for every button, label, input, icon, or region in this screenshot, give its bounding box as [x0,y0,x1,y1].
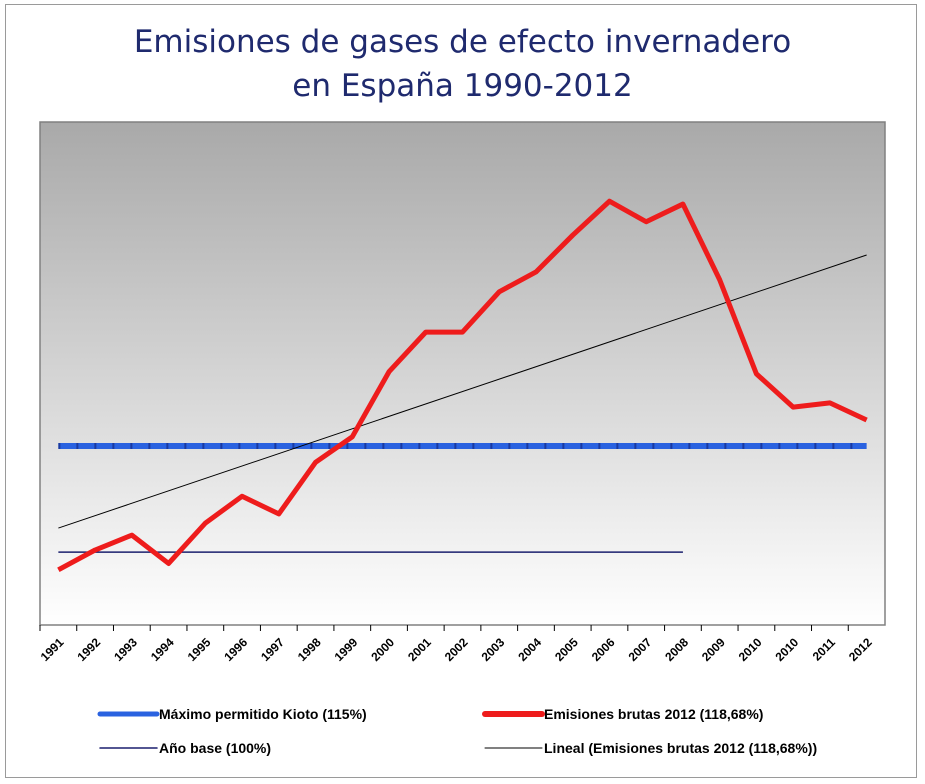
x-tick-label: 2009 [699,635,728,664]
x-tick-label: 2002 [442,635,471,664]
x-tick-label: 1998 [295,635,324,664]
x-tick-label: 1999 [332,635,361,664]
plot-area [39,121,886,626]
x-tick-label: 2001 [405,635,434,664]
x-tick-label: 2000 [368,635,397,664]
x-tick-label: 2003 [479,635,508,664]
legend-label: Emisiones brutas 2012 (118,68%) [544,706,763,722]
x-tick-label: 1993 [111,635,140,664]
legend-label: Año base (100%) [159,740,271,756]
x-tick-label: 1992 [74,635,103,664]
legend-label: Máximo permitido Kioto (115%) [159,706,367,722]
x-tick-label: 2004 [515,635,544,664]
x-tick-label: 2011 [810,635,839,664]
x-tick-label: 1991 [38,635,67,664]
x-tick-label: 2010 [736,635,765,664]
title-line-1: Emisiones de gases de efecto invernadero [133,24,792,60]
x-tick-label: 2012 [846,635,875,664]
x-tick-label: 1994 [148,635,177,664]
chart-title: Emisiones de gases de efecto invernadero… [0,20,925,108]
title-line-2: en España 1990-2012 [292,68,633,104]
x-tick-label: 1997 [258,635,287,664]
x-tick-label: 2006 [589,635,618,664]
x-tick-label: 2008 [662,635,691,664]
x-tick-label: 2007 [626,635,655,664]
x-tick-label: 2010 [772,635,801,664]
x-tick-label: 2005 [552,635,581,664]
legend-label: Lineal (Emisiones brutas 2012 (118,68%)) [544,740,817,756]
trend-line [58,254,867,529]
chart-frame [5,4,917,778]
x-tick-label: 1995 [185,635,214,664]
x-tick-label: 1996 [221,635,250,664]
